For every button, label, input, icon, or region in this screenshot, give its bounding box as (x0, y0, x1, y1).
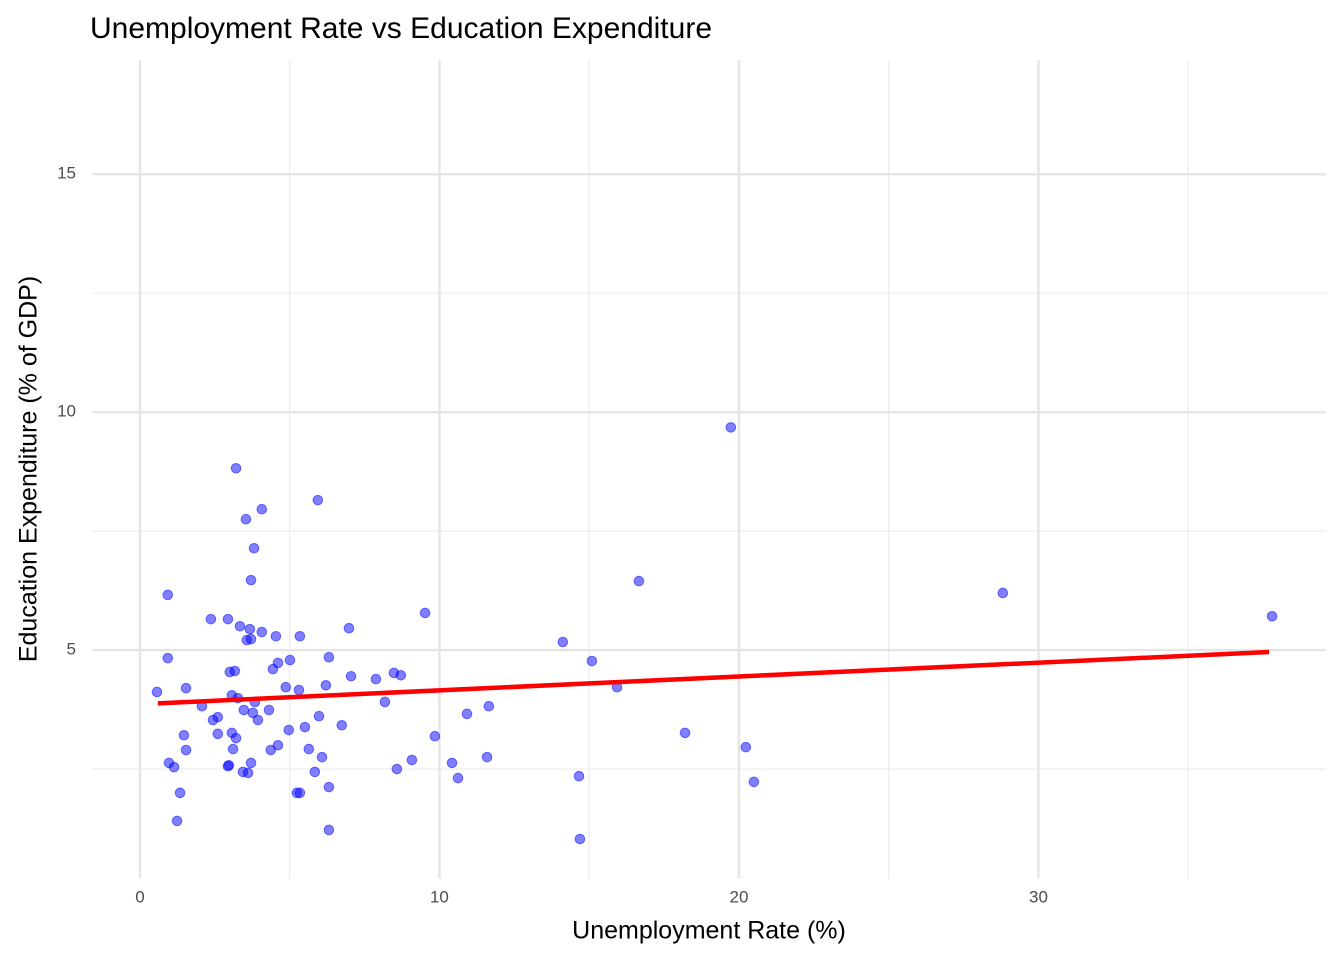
point (270, 630, 282, 642)
point (481, 751, 493, 763)
point (230, 462, 242, 474)
y-tick-label: 5 (67, 640, 76, 659)
point (283, 724, 295, 736)
point (242, 767, 254, 779)
point (280, 681, 292, 693)
point (229, 665, 241, 677)
point (168, 761, 180, 773)
trend-line (157, 649, 1270, 706)
x-tick-label: 30 (1029, 887, 1048, 906)
point (370, 673, 382, 685)
point (162, 652, 174, 664)
point (180, 744, 192, 756)
point (323, 781, 335, 793)
point (240, 513, 252, 525)
point (557, 636, 569, 648)
point (178, 729, 190, 741)
point (1266, 610, 1278, 622)
point (446, 757, 458, 769)
point (212, 711, 224, 723)
point (586, 655, 598, 667)
point (272, 739, 284, 751)
point (345, 670, 357, 682)
point (633, 575, 645, 587)
point (245, 757, 257, 769)
point (303, 743, 315, 755)
point (313, 710, 325, 722)
point (391, 763, 403, 775)
point (248, 542, 260, 554)
point (234, 620, 246, 632)
point (265, 744, 277, 756)
y-tick-label: 15 (57, 164, 76, 183)
point (238, 704, 250, 716)
x-axis-label: Unemployment Rate (%) (572, 917, 846, 945)
point (679, 727, 691, 739)
point (316, 751, 328, 763)
point (256, 503, 268, 515)
point (256, 626, 268, 638)
point (245, 633, 257, 645)
point (379, 696, 391, 708)
point (284, 654, 296, 666)
point (299, 721, 311, 733)
point (309, 766, 321, 778)
chart-title: Unemployment Rate vs Education Expenditu… (90, 12, 712, 45)
point (293, 684, 305, 696)
point (573, 770, 585, 782)
point (336, 719, 348, 731)
point (452, 772, 464, 784)
point (312, 494, 324, 506)
point (323, 651, 335, 663)
point (483, 700, 495, 712)
x-tick-label: 10 (430, 887, 449, 906)
point (461, 708, 473, 720)
point (294, 787, 306, 799)
point (343, 622, 355, 634)
point (252, 714, 264, 726)
y-axis-label: Education Expenditure (% of GDP) (15, 276, 43, 662)
point (223, 759, 235, 771)
point (429, 730, 441, 742)
point (272, 657, 284, 669)
y-tick-label: 10 (57, 402, 76, 421)
point (748, 776, 760, 788)
x-tick-label: 20 (729, 887, 748, 906)
x-tick-label: 0 (135, 887, 144, 906)
point (230, 732, 242, 744)
point (294, 630, 306, 642)
point (320, 679, 332, 691)
point (323, 824, 335, 836)
point (227, 743, 239, 755)
point (212, 728, 224, 740)
point (997, 587, 1009, 599)
point (740, 741, 752, 753)
point (245, 574, 257, 586)
point (395, 670, 407, 681)
point (222, 613, 234, 625)
point (574, 833, 586, 845)
point (406, 754, 418, 766)
point (419, 607, 431, 619)
point (162, 589, 174, 601)
point (205, 613, 217, 625)
point (244, 623, 256, 635)
point (151, 686, 163, 698)
point (171, 815, 183, 827)
point (263, 704, 275, 716)
point (725, 422, 737, 433)
point (247, 707, 259, 719)
point (174, 787, 186, 799)
point (180, 682, 192, 694)
